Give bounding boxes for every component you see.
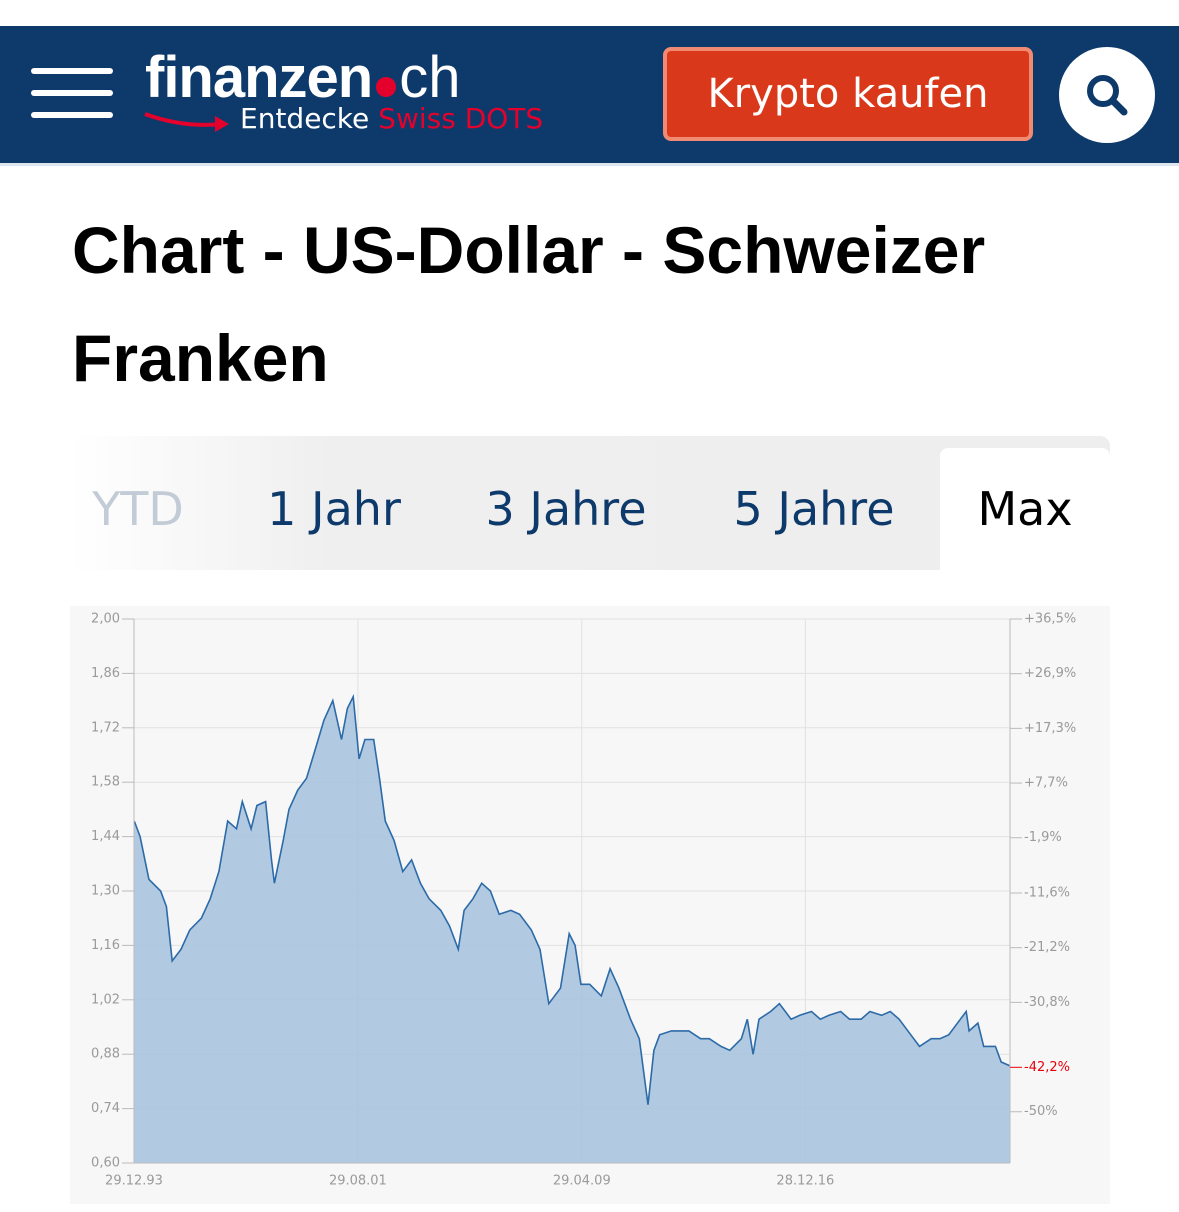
menu-icon[interactable] — [31, 68, 113, 74]
x-tick-label: 29.12.93 — [105, 1174, 163, 1189]
range-tabs: YTD 1 Jahr 3 Jahre 5 Jahre Max — [70, 436, 1110, 570]
y2-tick-label: +36,5% — [1024, 612, 1076, 627]
logo-dot — [376, 77, 397, 97]
chart: 2,00 1,86 1,72 1,58 1,44 1,30 1,16 1,02 0,88 0,74… — [70, 606, 1110, 1204]
y2-tick-label: -11,6% — [1024, 885, 1070, 900]
range-tab[interactable]: YTD — [92, 482, 184, 536]
y2-tick-label: +7,7% — [1024, 776, 1068, 791]
menu-icon[interactable] — [31, 112, 113, 118]
y2-tick-label: +17,3% — [1024, 721, 1076, 736]
y-tick-label: 2,00 — [91, 612, 120, 627]
tagline-highlight: Swiss DOTS — [378, 102, 544, 135]
cta-button[interactable]: Krypto kaufen — [663, 47, 1033, 141]
current-value-label: -42,2% — [1024, 1060, 1070, 1075]
y2-tick-label: -21,2% — [1024, 940, 1070, 955]
y-tick-label: 1,02 — [91, 992, 120, 1007]
y-tick-label: 1,16 — [91, 938, 120, 953]
y2-tick-label: -30,8% — [1024, 995, 1070, 1010]
x-tick-label: 29.08.01 — [329, 1174, 387, 1189]
range-tab[interactable]: Max — [940, 448, 1110, 570]
y-tick-label: 0,74 — [91, 1101, 120, 1116]
logo[interactable]: finanzen ch — [145, 44, 461, 111]
range-tab[interactable]: 1 Jahr — [267, 482, 401, 536]
x-tick-label: 29.04.09 — [553, 1174, 611, 1189]
logo-suffix: ch — [399, 45, 461, 110]
y2-tick-label: -50% — [1024, 1104, 1058, 1119]
x-tick-label: 28.12.16 — [776, 1174, 834, 1189]
y-tick-label: 1,44 — [91, 829, 120, 844]
line — [133, 693, 1011, 1105]
y-tick-label: 0,60 — [91, 1156, 120, 1171]
y2-tick-label: -1,9% — [1024, 830, 1062, 845]
page-title: Chart - US-Dollar - Schweizer Franken — [72, 213, 986, 395]
tagline-text: Entdecke — [240, 102, 370, 135]
y-tick-label: 1,58 — [91, 775, 120, 790]
range-tab[interactable]: 3 Jahre — [485, 482, 647, 536]
y-tick-label: 1,30 — [91, 884, 120, 899]
y-tick-label: 0,88 — [91, 1047, 120, 1062]
y-tick-label: 1,72 — [91, 720, 120, 735]
tagline: Entdecke Swiss DOTS — [240, 102, 543, 135]
menu-icon[interactable] — [31, 90, 113, 96]
search-icon — [1087, 75, 1128, 116]
y2-tick-label: +26,9% — [1024, 666, 1076, 681]
y-tick-label: 1,86 — [91, 666, 120, 681]
top-bar: finanzen ch Entdecke Swiss DOTS Krypto k… — [0, 26, 1179, 166]
logo-swoosh — [144, 112, 229, 132]
search-button[interactable] — [1059, 47, 1155, 143]
area — [134, 696, 1011, 1163]
logo-text: finanzen — [145, 45, 373, 110]
range-tab[interactable]: 5 Jahre — [733, 482, 895, 536]
